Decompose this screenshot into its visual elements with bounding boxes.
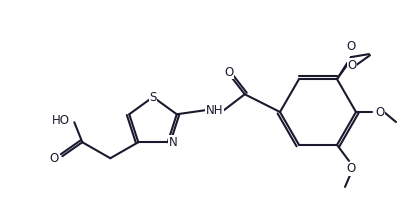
Text: NH: NH bbox=[206, 104, 223, 117]
Text: O: O bbox=[347, 162, 356, 175]
Text: N: N bbox=[169, 136, 178, 149]
Text: O: O bbox=[49, 152, 58, 165]
Text: O: O bbox=[375, 106, 385, 119]
Text: O: O bbox=[347, 40, 356, 53]
Text: HO: HO bbox=[52, 114, 70, 127]
Text: O: O bbox=[224, 66, 233, 79]
Text: S: S bbox=[150, 91, 157, 104]
Text: O: O bbox=[347, 59, 356, 72]
